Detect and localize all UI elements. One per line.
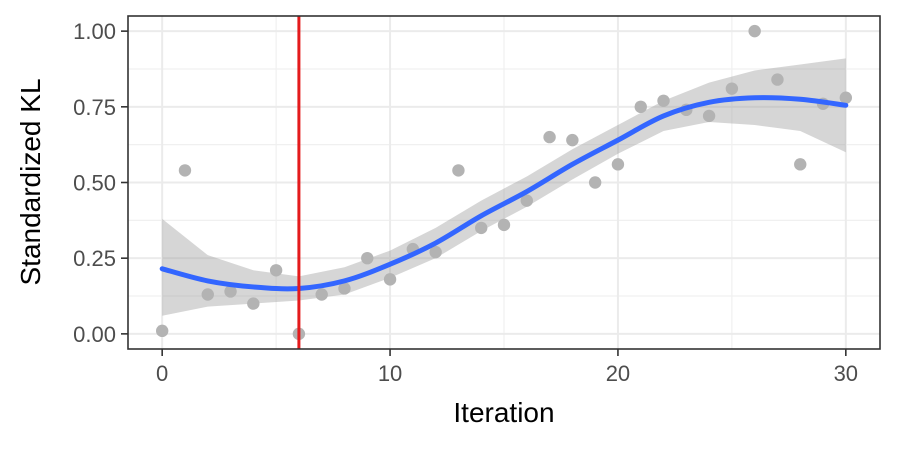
data-point — [269, 264, 283, 277]
axis-ticks — [121, 30, 847, 356]
data-point — [247, 297, 260, 310]
x-axis-title: Iteration — [453, 397, 554, 428]
y-tick-label: 1.00 — [73, 19, 116, 44]
data-point — [657, 94, 670, 107]
data-point — [475, 221, 488, 235]
data-point — [520, 194, 533, 207]
data-point — [201, 288, 214, 301]
data-point — [566, 133, 579, 147]
data-point — [338, 282, 351, 295]
data-point — [771, 73, 784, 86]
data-point — [429, 245, 442, 259]
y-tick-label: 0.50 — [73, 171, 116, 196]
x-tick-label: 30 — [834, 361, 858, 386]
y-tick-labels: 0.00 0.25 0.50 0.75 1.00 — [73, 19, 116, 347]
data-point — [543, 130, 556, 144]
smooth-curve — [159, 95, 849, 292]
confidence-band — [162, 58, 846, 316]
data-point — [383, 273, 397, 286]
data-point — [361, 251, 374, 265]
data-point — [611, 158, 625, 171]
confidence-band-area — [162, 58, 846, 316]
data-point — [224, 285, 237, 298]
smooth-line — [159, 95, 849, 292]
x-tick-label: 0 — [156, 361, 168, 386]
data-point — [702, 109, 716, 123]
y-axis-title: Standardized KL — [15, 78, 46, 285]
major-gridlines — [128, 16, 880, 349]
x-tick-label: 10 — [378, 361, 402, 386]
data-point — [725, 82, 739, 95]
y-tick-label: 0.00 — [73, 322, 116, 347]
data-point — [748, 24, 761, 38]
data-point — [497, 218, 511, 232]
x-tick-label: 20 — [606, 361, 630, 386]
data-point — [588, 176, 602, 189]
data-points — [155, 24, 853, 341]
data-point — [634, 100, 647, 114]
data-point — [155, 324, 169, 338]
y-tick-label: 0.25 — [73, 246, 116, 271]
data-point — [452, 164, 465, 177]
x-tick-labels: 0 10 20 30 — [156, 361, 858, 386]
data-point — [178, 164, 192, 177]
y-tick-label: 0.75 — [73, 95, 116, 120]
data-point — [839, 91, 853, 104]
data-point — [794, 158, 807, 171]
data-point — [315, 288, 328, 301]
